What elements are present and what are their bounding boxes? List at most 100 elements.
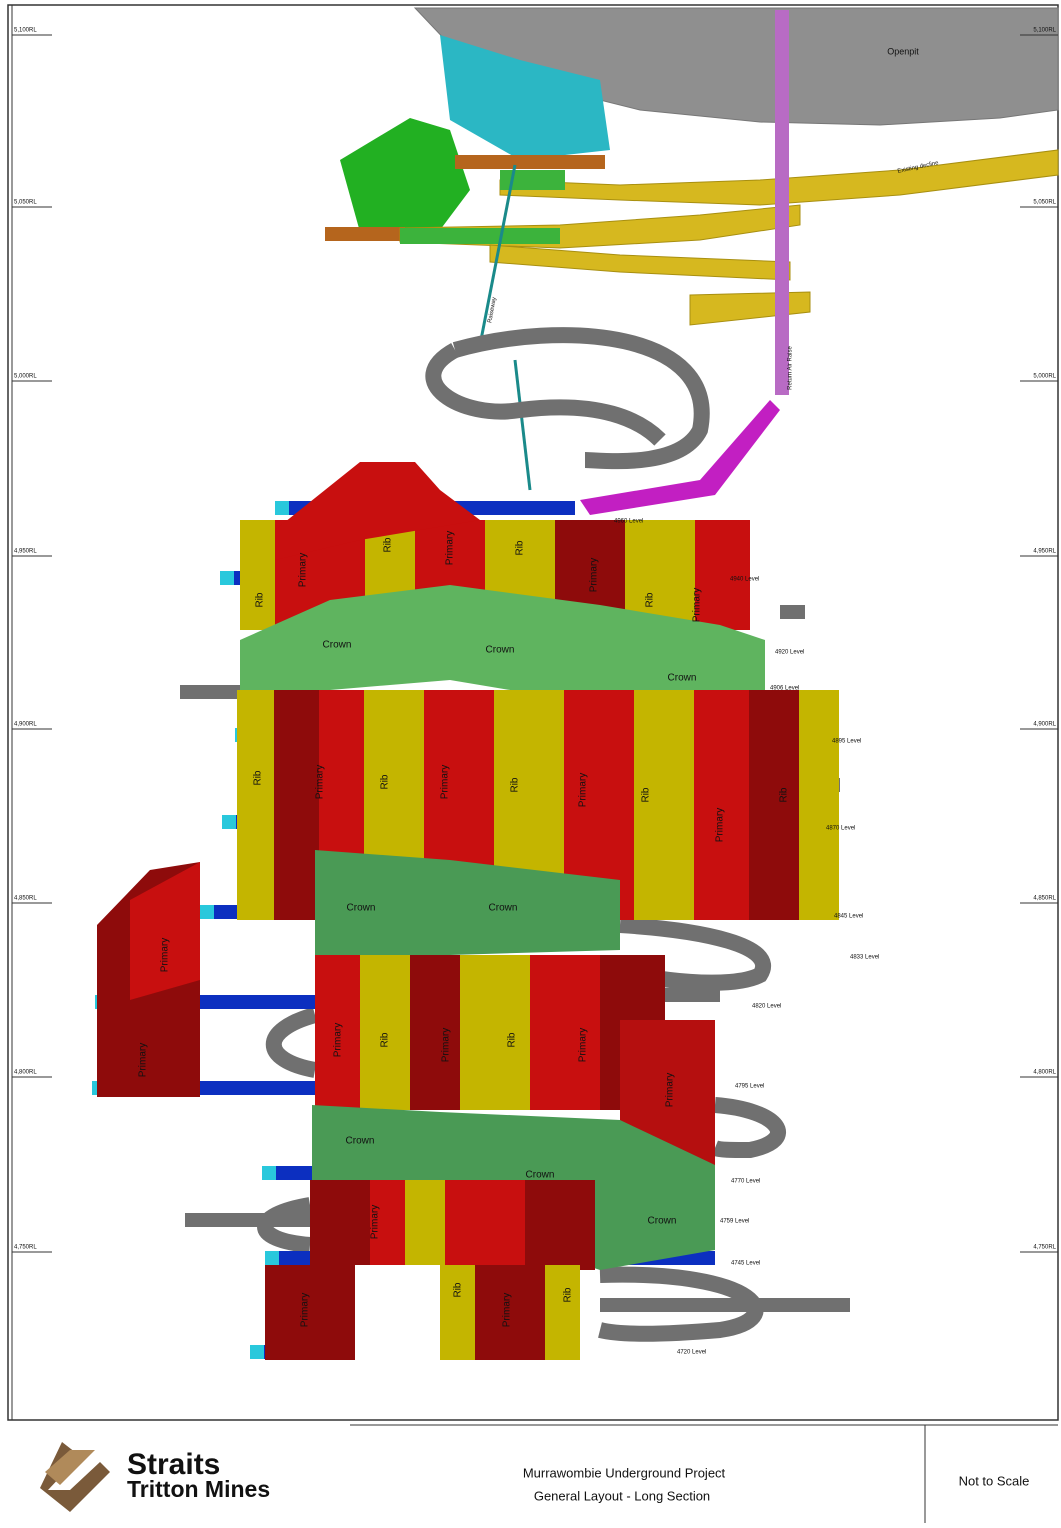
stope-block [530, 955, 600, 1110]
decline-stub [780, 605, 805, 619]
stope-block [274, 690, 319, 920]
raise-access [580, 400, 780, 515]
level-drive-end [262, 1166, 276, 1180]
raiseway-label: Raiseway [487, 297, 497, 324]
company-name: Straits [127, 1448, 220, 1481]
crown-pillar [315, 850, 620, 955]
stope-block [315, 955, 360, 1110]
level-drive-end [275, 501, 289, 515]
stope-label: Primary [578, 773, 589, 807]
stope-label: Rib [380, 774, 391, 789]
level-label: 4920 Level [775, 650, 804, 656]
level-label: 4759 Level [720, 1219, 749, 1225]
stope-label: Primary [665, 1073, 676, 1107]
level-label: 4870 Level [826, 826, 855, 832]
stope-block [265, 1265, 355, 1360]
stope-label: Rib [253, 770, 264, 785]
level-label: 4720 Level [677, 1350, 706, 1356]
stope-block [237, 690, 274, 920]
stope-label: Rib [507, 1032, 518, 1047]
stope-label: Primary [333, 1023, 344, 1057]
stope-label: Primary [692, 588, 703, 622]
stope-label: Crown [648, 1216, 677, 1227]
stope-block [694, 690, 749, 920]
drive-green [400, 228, 560, 244]
stope-label: Rib [380, 1032, 391, 1047]
stope-label: Rib [641, 787, 652, 802]
stope-label: Rib [779, 787, 790, 802]
existing-decline [499, 149, 1059, 206]
stopes [92, 462, 850, 1360]
level-label: 4940 Level [730, 577, 759, 583]
stope-block [360, 955, 410, 1110]
stope-label: Rib [645, 592, 656, 607]
rl-label: 4,950RL [1033, 549, 1056, 555]
return-air-label: Return Air Raise [788, 345, 794, 389]
stope-block [799, 690, 839, 920]
portal-solid [440, 35, 610, 160]
stope-block [460, 955, 530, 1110]
level-label: 4745 Level [731, 1261, 760, 1267]
decline-turn [598, 1266, 764, 1342]
stope-label: Rib [453, 1282, 464, 1297]
stope-label: Primary [160, 938, 171, 972]
stope-block [370, 1180, 405, 1270]
decline-branch [489, 244, 791, 281]
stope-label: Rib [515, 540, 526, 555]
stope-block [355, 1265, 440, 1360]
stope-block [634, 690, 694, 920]
level-label: 4833 Level [850, 955, 879, 961]
logo [40, 1442, 110, 1512]
decline-turn [452, 327, 710, 470]
level-drive-end [265, 1251, 279, 1265]
rl-label: 5,100RL [1033, 28, 1056, 34]
decline-turn [265, 1007, 318, 1078]
stope-label: Primary [445, 531, 456, 565]
logo-mark [40, 1442, 110, 1512]
drive [455, 155, 605, 169]
stope-label: Rib [255, 592, 266, 607]
level-drive-end [250, 1345, 264, 1359]
rl-label: 5,000RL [14, 374, 37, 380]
rl-label: 4,750RL [1033, 1245, 1056, 1251]
rl-label: 4,800RL [1033, 1070, 1056, 1076]
stope-block [240, 520, 275, 630]
stope-block [130, 862, 200, 1000]
stope-label: Primary [715, 808, 726, 842]
rl-label: 4,900RL [1033, 722, 1056, 728]
stope-label: Primary [440, 765, 451, 799]
stope-block [405, 1180, 445, 1270]
rl-label: 4,850RL [1033, 896, 1056, 902]
stope-label: Crown [346, 1136, 375, 1147]
stope-label: Crown [489, 903, 518, 914]
return-air-raise [775, 10, 789, 395]
stope-label: Rib [383, 537, 394, 552]
rl-label: 5,050RL [1033, 200, 1056, 206]
stope-label: Rib [510, 777, 521, 792]
drive-green [500, 170, 565, 190]
stope-block [310, 1180, 370, 1270]
rl-label: 5,050RL [14, 200, 37, 206]
stope-label: Primary [502, 1293, 513, 1327]
stope-block [525, 1180, 595, 1270]
stope-label: Primary [578, 1028, 589, 1062]
spiral-decline [257, 327, 786, 1342]
level-label: 4906 Level [770, 686, 799, 692]
stope-block [440, 1265, 475, 1360]
rl-label: 4,900RL [14, 722, 37, 728]
level-label: 4820 Level [752, 1004, 781, 1010]
rl-label: 5,000RL [1033, 374, 1056, 380]
rl-label: 4,800RL [14, 1070, 37, 1076]
rl-label: 4,850RL [14, 896, 37, 902]
company-name: Tritton Mines [127, 1476, 270, 1502]
stope-label: Primary [589, 558, 600, 592]
crown-pillar [240, 585, 765, 720]
green-solid [340, 118, 470, 232]
rl-label: 4,950RL [14, 549, 37, 555]
stope-block [695, 520, 750, 630]
stope-block [475, 1265, 545, 1360]
level-drive-end [200, 905, 214, 919]
level-label: 4895 Level [832, 739, 861, 745]
stope-label: Primary [300, 1293, 311, 1327]
